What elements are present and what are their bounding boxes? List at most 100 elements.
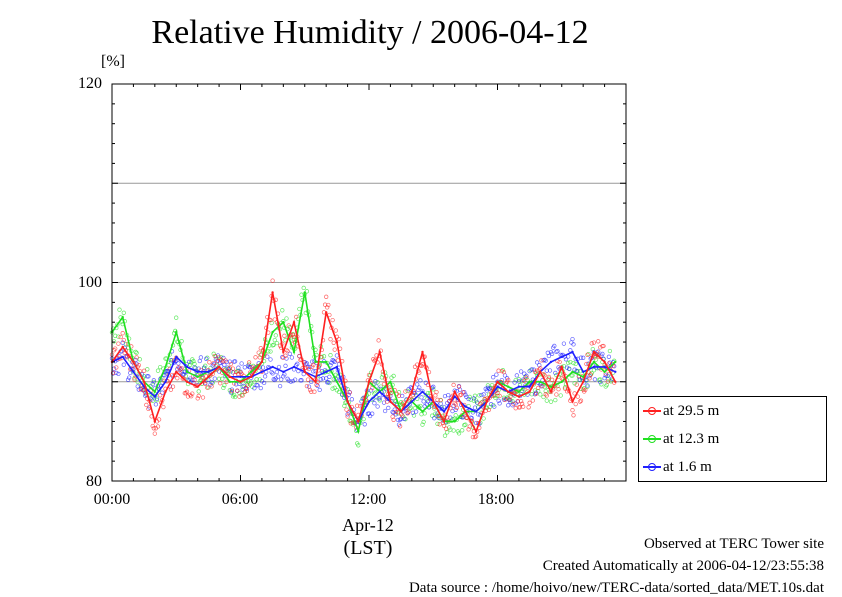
obs-point-0 <box>524 375 529 380</box>
legend-swatch-12-3m <box>643 433 661 445</box>
obs-point-0 <box>246 360 252 365</box>
data-point-1 <box>582 375 585 378</box>
obs-point-0 <box>479 400 484 405</box>
obs-point-2 <box>368 388 374 393</box>
obs-point-2 <box>154 396 160 401</box>
obs-point-0 <box>587 376 592 381</box>
obs-point-0 <box>229 388 235 394</box>
obs-point-0 <box>370 385 375 391</box>
obs-point-1 <box>211 351 216 356</box>
obs-point-0 <box>332 347 337 352</box>
data-point-1 <box>335 380 339 383</box>
data-point-0 <box>217 365 221 369</box>
obs-point-0 <box>435 397 440 402</box>
data-point-0 <box>485 400 488 403</box>
obs-point-1 <box>220 376 225 381</box>
obs-point-1 <box>548 399 554 404</box>
obs-point-0 <box>530 398 535 403</box>
obs-point-0 <box>393 409 398 415</box>
obs-point-0 <box>501 369 507 375</box>
data-point-2 <box>474 410 478 413</box>
obs-point-0 <box>322 302 328 307</box>
obs-point-1 <box>151 379 156 385</box>
data-point-2 <box>592 365 596 369</box>
obs-point-0 <box>243 386 249 391</box>
obs-point-1 <box>273 333 278 338</box>
obs-point-2 <box>425 399 431 404</box>
obs-point-2 <box>544 368 549 373</box>
obs-point-2 <box>176 361 181 366</box>
data-point-1 <box>357 430 360 433</box>
obs-point-1 <box>246 362 252 367</box>
obs-point-0 <box>478 401 483 406</box>
data-point-1 <box>153 390 156 393</box>
obs-point-0 <box>546 374 552 380</box>
obs-point-0 <box>330 317 335 323</box>
obs-point-0 <box>156 417 162 422</box>
obs-point-0 <box>219 358 224 363</box>
obs-point-1 <box>174 315 179 320</box>
obs-point-0 <box>381 381 387 387</box>
obs-point-0 <box>461 390 466 395</box>
data-point-2 <box>549 360 553 364</box>
obs-point-0 <box>507 397 512 402</box>
obs-point-1 <box>332 385 337 390</box>
obs-point-0 <box>502 397 508 402</box>
obs-point-2 <box>571 342 576 347</box>
data-point-2 <box>164 380 167 383</box>
obs-point-0 <box>378 348 383 353</box>
data-point-1 <box>614 360 617 364</box>
obs-point-0 <box>207 360 212 365</box>
obs-point-1 <box>599 382 604 387</box>
data-point-0 <box>528 390 531 393</box>
data-point-2 <box>121 355 124 359</box>
obs-point-2 <box>227 359 232 364</box>
obs-point-0 <box>605 379 610 384</box>
obs-point-0 <box>283 353 288 358</box>
data-point-0 <box>549 390 553 393</box>
obs-point-0 <box>346 410 351 415</box>
data-point-1 <box>185 370 189 373</box>
obs-point-0 <box>578 398 584 403</box>
obs-point-2 <box>472 405 478 410</box>
obs-point-0 <box>242 389 247 395</box>
obs-point-2 <box>190 377 195 383</box>
obs-point-2 <box>121 362 126 367</box>
obs-point-0 <box>230 366 236 371</box>
data-point-2 <box>367 400 371 403</box>
data-point-0 <box>421 350 424 354</box>
obs-point-1 <box>237 390 242 396</box>
obs-point-2 <box>181 372 186 377</box>
obs-point-1 <box>553 397 558 403</box>
data-point-0 <box>303 370 306 373</box>
obs-point-0 <box>536 385 541 391</box>
obs-point-0 <box>522 378 527 383</box>
obs-point-0 <box>168 387 174 392</box>
obs-point-2 <box>380 392 386 398</box>
obs-point-2 <box>209 380 214 385</box>
obs-point-1 <box>221 385 226 391</box>
obs-point-2 <box>286 378 291 383</box>
obs-point-0 <box>458 392 464 397</box>
obs-point-2 <box>320 376 326 381</box>
obs-point-0 <box>216 355 222 360</box>
footer-observed-site: Observed at TERC Tower site <box>643 536 824 552</box>
obs-point-2 <box>441 404 447 410</box>
obs-point-1 <box>487 404 493 410</box>
obs-point-2 <box>506 403 511 408</box>
obs-point-2 <box>136 387 141 392</box>
obs-point-0 <box>511 401 516 407</box>
obs-point-0 <box>557 359 562 365</box>
obs-point-1 <box>222 383 227 388</box>
obs-point-0 <box>519 401 525 406</box>
obs-point-0 <box>473 434 479 439</box>
obs-point-2 <box>476 412 481 417</box>
obs-point-2 <box>400 393 405 399</box>
obs-point-2 <box>494 372 499 377</box>
obs-point-2 <box>402 416 407 421</box>
obs-point-2 <box>160 390 165 395</box>
data-point-0 <box>132 360 135 364</box>
obs-point-2 <box>261 380 267 386</box>
data-point-2 <box>560 355 563 359</box>
obs-point-0 <box>333 328 338 333</box>
